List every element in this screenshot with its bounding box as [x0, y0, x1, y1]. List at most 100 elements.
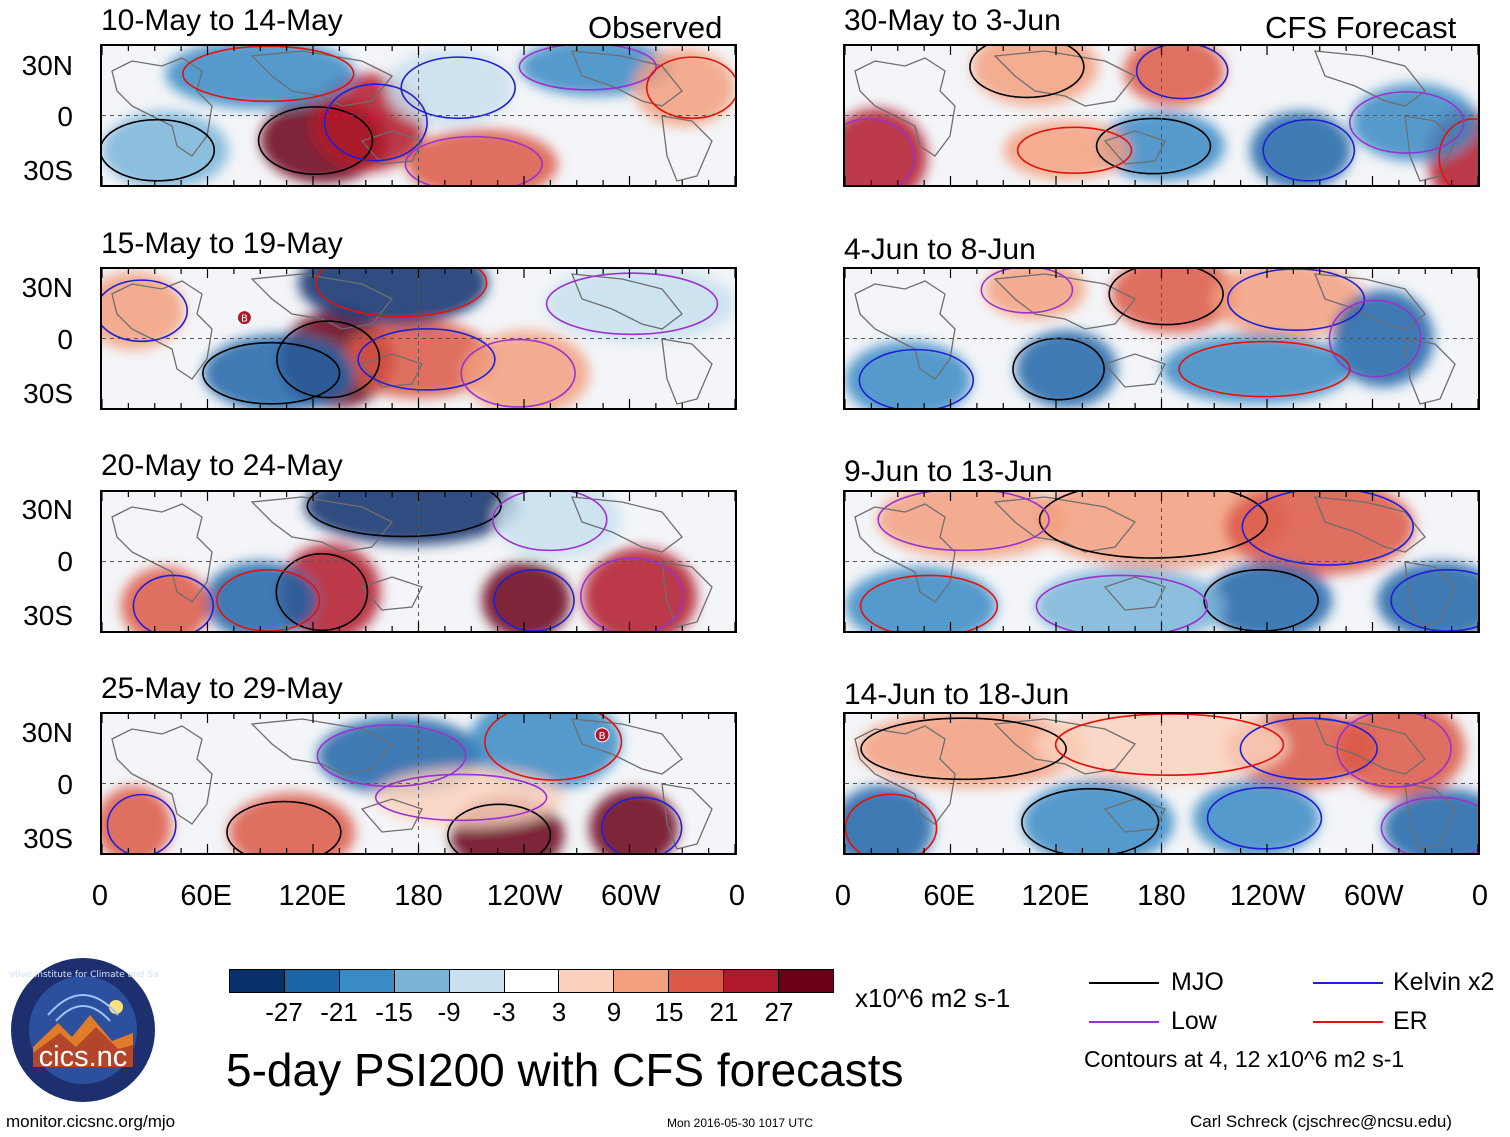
- legend-low-label: Low: [1171, 1007, 1217, 1035]
- colorbar-tick-label: 9: [606, 997, 622, 1027]
- contour-line: [845, 118, 916, 185]
- contour-line: [1262, 118, 1356, 182]
- map-svg: [845, 714, 1478, 853]
- coastline: [854, 273, 1456, 405]
- anomaly-shading: [494, 492, 622, 559]
- contour-line: [579, 557, 685, 631]
- contour-line: [1336, 714, 1452, 788]
- lat-30s-row2: 30S: [23, 378, 73, 409]
- lon-label: 0: [91, 880, 109, 912]
- anomaly-shading: [1015, 330, 1118, 408]
- anomaly-shading: [1161, 334, 1352, 405]
- lat-30n-row3: 30N: [21, 494, 73, 525]
- lon-label: 0: [1471, 880, 1489, 912]
- forecast-column-label: CFS Forecast: [1265, 10, 1457, 45]
- forecast-panel-3-title: 9-Jun to 13-Jun: [844, 455, 1053, 488]
- anomaly-shading: [1224, 492, 1415, 576]
- contour-line: [1095, 117, 1212, 175]
- legend-kelvin-label: Kelvin x2: [1393, 968, 1495, 996]
- contour-line: [275, 553, 369, 631]
- anomaly-shading: [304, 492, 520, 545]
- main-title: 5-day PSI200 with CFS forecasts: [226, 1044, 904, 1096]
- contour-line: [860, 717, 1067, 781]
- coastline: [111, 496, 713, 628]
- anomaly-shading: [1212, 269, 1365, 339]
- contour-line: [132, 574, 214, 631]
- lon-label: 120E: [1021, 880, 1090, 912]
- anomaly-shading: [228, 793, 356, 853]
- anomaly-shading: [481, 561, 571, 631]
- contour-line: [182, 46, 355, 103]
- colorbar-tick-label: -3: [492, 997, 516, 1027]
- anomaly-shading: [1110, 269, 1238, 333]
- contour-line: [1438, 118, 1478, 185]
- contour-line: [1108, 269, 1224, 326]
- contour-line: [1206, 786, 1323, 850]
- anomaly-shading: [1351, 83, 1478, 162]
- anomaly-shading: [1383, 789, 1478, 853]
- lat-0-row4: 0: [57, 769, 73, 800]
- contour-line: [102, 118, 216, 182]
- contour-line: [226, 800, 342, 853]
- logo-ring-text: Cooperative Institute for Climate and Sa…: [8, 970, 158, 980]
- observed-panel-1-title: 10-May to 14-May: [101, 4, 343, 37]
- legend-mjo-line: [1089, 982, 1159, 984]
- colorbar-swatch: [778, 970, 833, 992]
- colorbar-units: x10^6 m2 s-1: [855, 983, 1011, 1013]
- footer-author: Carl Schreck (cjschrec@ncsu.edu): [1190, 1112, 1452, 1131]
- anomaly-shading: [1123, 46, 1225, 107]
- map-forecast-2: [843, 267, 1480, 410]
- anomaly-shading: [386, 48, 514, 127]
- anomaly-shading: [102, 111, 229, 185]
- colorbar-swatch: [668, 970, 724, 992]
- anomaly-shading: [633, 48, 735, 127]
- map-svg: [845, 46, 1478, 185]
- contour-line: [1054, 714, 1285, 776]
- contour-line: [1178, 340, 1351, 398]
- contour-line: [1135, 46, 1229, 100]
- anomaly-shading: [102, 786, 172, 853]
- anomaly-shading: [1376, 561, 1478, 631]
- map-svg: [845, 492, 1478, 631]
- contour-line: [357, 327, 496, 391]
- forecast-panel-1-title: 30-May to 3-Jun: [844, 4, 1061, 37]
- lat-30n-row1: 30N: [21, 50, 73, 81]
- legend-kelvin-line: [1313, 982, 1383, 984]
- colorbar-swatch: [338, 970, 394, 992]
- anomaly-shading: [589, 789, 679, 853]
- lat-0-row1: 0: [57, 101, 73, 132]
- anomaly-shading: [583, 547, 698, 631]
- storm-marker: [236, 310, 252, 326]
- footer-timestamp: Mon 2016-05-30 1017 UTC: [667, 1116, 814, 1130]
- contours-note: Contours at 4, 12 x10^6 m2 s-1: [1084, 1046, 1405, 1072]
- anomaly-shading: [298, 269, 489, 326]
- anomaly-shading: [984, 269, 1086, 320]
- map-svg: [102, 46, 735, 185]
- cics-logo: Cooperative Institute for Climate and Sa…: [0, 955, 189, 1105]
- map-svg: B: [102, 714, 735, 853]
- footer-url[interactable]: monitor.cicsnc.org/mjo: [6, 1112, 176, 1131]
- contour-line: [1241, 492, 1414, 566]
- contour-line: [447, 803, 552, 853]
- contour-line: [1035, 574, 1209, 631]
- colorbar-swatch: [558, 970, 614, 992]
- lat-30n-row4: 30N: [21, 717, 73, 748]
- contour-line: [492, 492, 608, 552]
- legend-er-line: [1313, 1021, 1383, 1023]
- lon-label: 120W: [1229, 880, 1306, 912]
- colorbar-swatch: [230, 970, 284, 992]
- anomaly-shading: [845, 567, 997, 631]
- map-observed-4: B: [100, 712, 737, 855]
- contour-line: [316, 724, 467, 788]
- legend-er-label: ER: [1393, 1007, 1428, 1035]
- anomaly-shading: [857, 714, 1086, 788]
- contour-line: [859, 574, 999, 631]
- contour-line: [323, 83, 428, 162]
- lon-label: 60W: [1344, 880, 1404, 912]
- contour-line: [1012, 337, 1105, 401]
- anomaly-shading: [845, 785, 934, 853]
- contour-line: [845, 793, 938, 853]
- colorbar-tick-label: -21: [320, 997, 358, 1027]
- contour-line: [374, 773, 548, 822]
- lon-label: 0: [834, 880, 852, 912]
